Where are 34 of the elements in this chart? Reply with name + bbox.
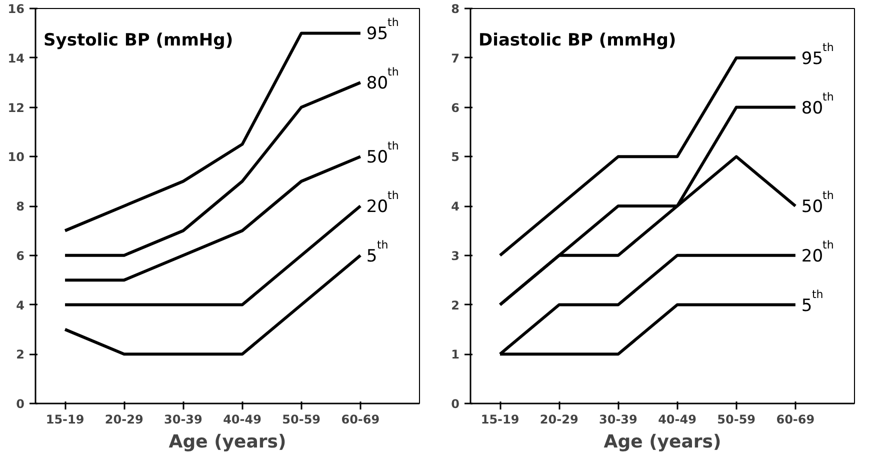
y-tick-label: 12 <box>8 100 25 115</box>
x-tick-label: 40-49 <box>658 412 696 426</box>
y-tick-label: 10 <box>8 150 25 164</box>
y-tick-label: 5 <box>451 150 460 164</box>
y-tick-label: 8 <box>16 200 25 214</box>
y-tick-label: 2 <box>451 298 460 312</box>
x-tick-label: 30-39 <box>164 412 202 426</box>
y-tick-label: 2 <box>16 348 25 362</box>
x-tick-label: 50-59 <box>282 412 321 426</box>
x-tick-label: 15-19 <box>480 412 520 426</box>
x-tick-label: 60-69 <box>776 412 815 426</box>
x-tick-label: 50-59 <box>717 412 756 426</box>
x-tick-label: 40-49 <box>223 412 262 426</box>
y-tick-label: 6 <box>451 100 460 115</box>
x-tick-label: 20-29 <box>104 412 144 426</box>
x-tick-label: 60-69 <box>341 412 380 426</box>
text: Diastolic BP (mmHg) <box>478 30 676 50</box>
y-tick-label: 16 <box>8 2 25 16</box>
y-tick-label: 3 <box>451 248 460 263</box>
x-tick-label: 30-39 <box>599 412 638 426</box>
x-tick-label: 15-19 <box>46 412 84 426</box>
x-axis-title: Age (years) <box>604 432 722 452</box>
y-tick-label: 4 <box>451 200 460 214</box>
y-tick-label: 0 <box>16 397 25 411</box>
text: Systolic BP (mmHg) <box>44 30 234 50</box>
y-tick-label: 0 <box>451 397 460 411</box>
y-tick-label: 1 <box>451 348 460 362</box>
x-tick-label: 20-29 <box>540 412 578 426</box>
x-axis-title: Age (years) <box>168 432 286 452</box>
y-tick-label: 7 <box>451 51 460 66</box>
y-tick-label: 8 <box>451 2 460 16</box>
y-tick-label: 14 <box>8 51 25 66</box>
y-tick-label: 6 <box>16 248 25 263</box>
y-tick-label: 4 <box>16 298 25 312</box>
